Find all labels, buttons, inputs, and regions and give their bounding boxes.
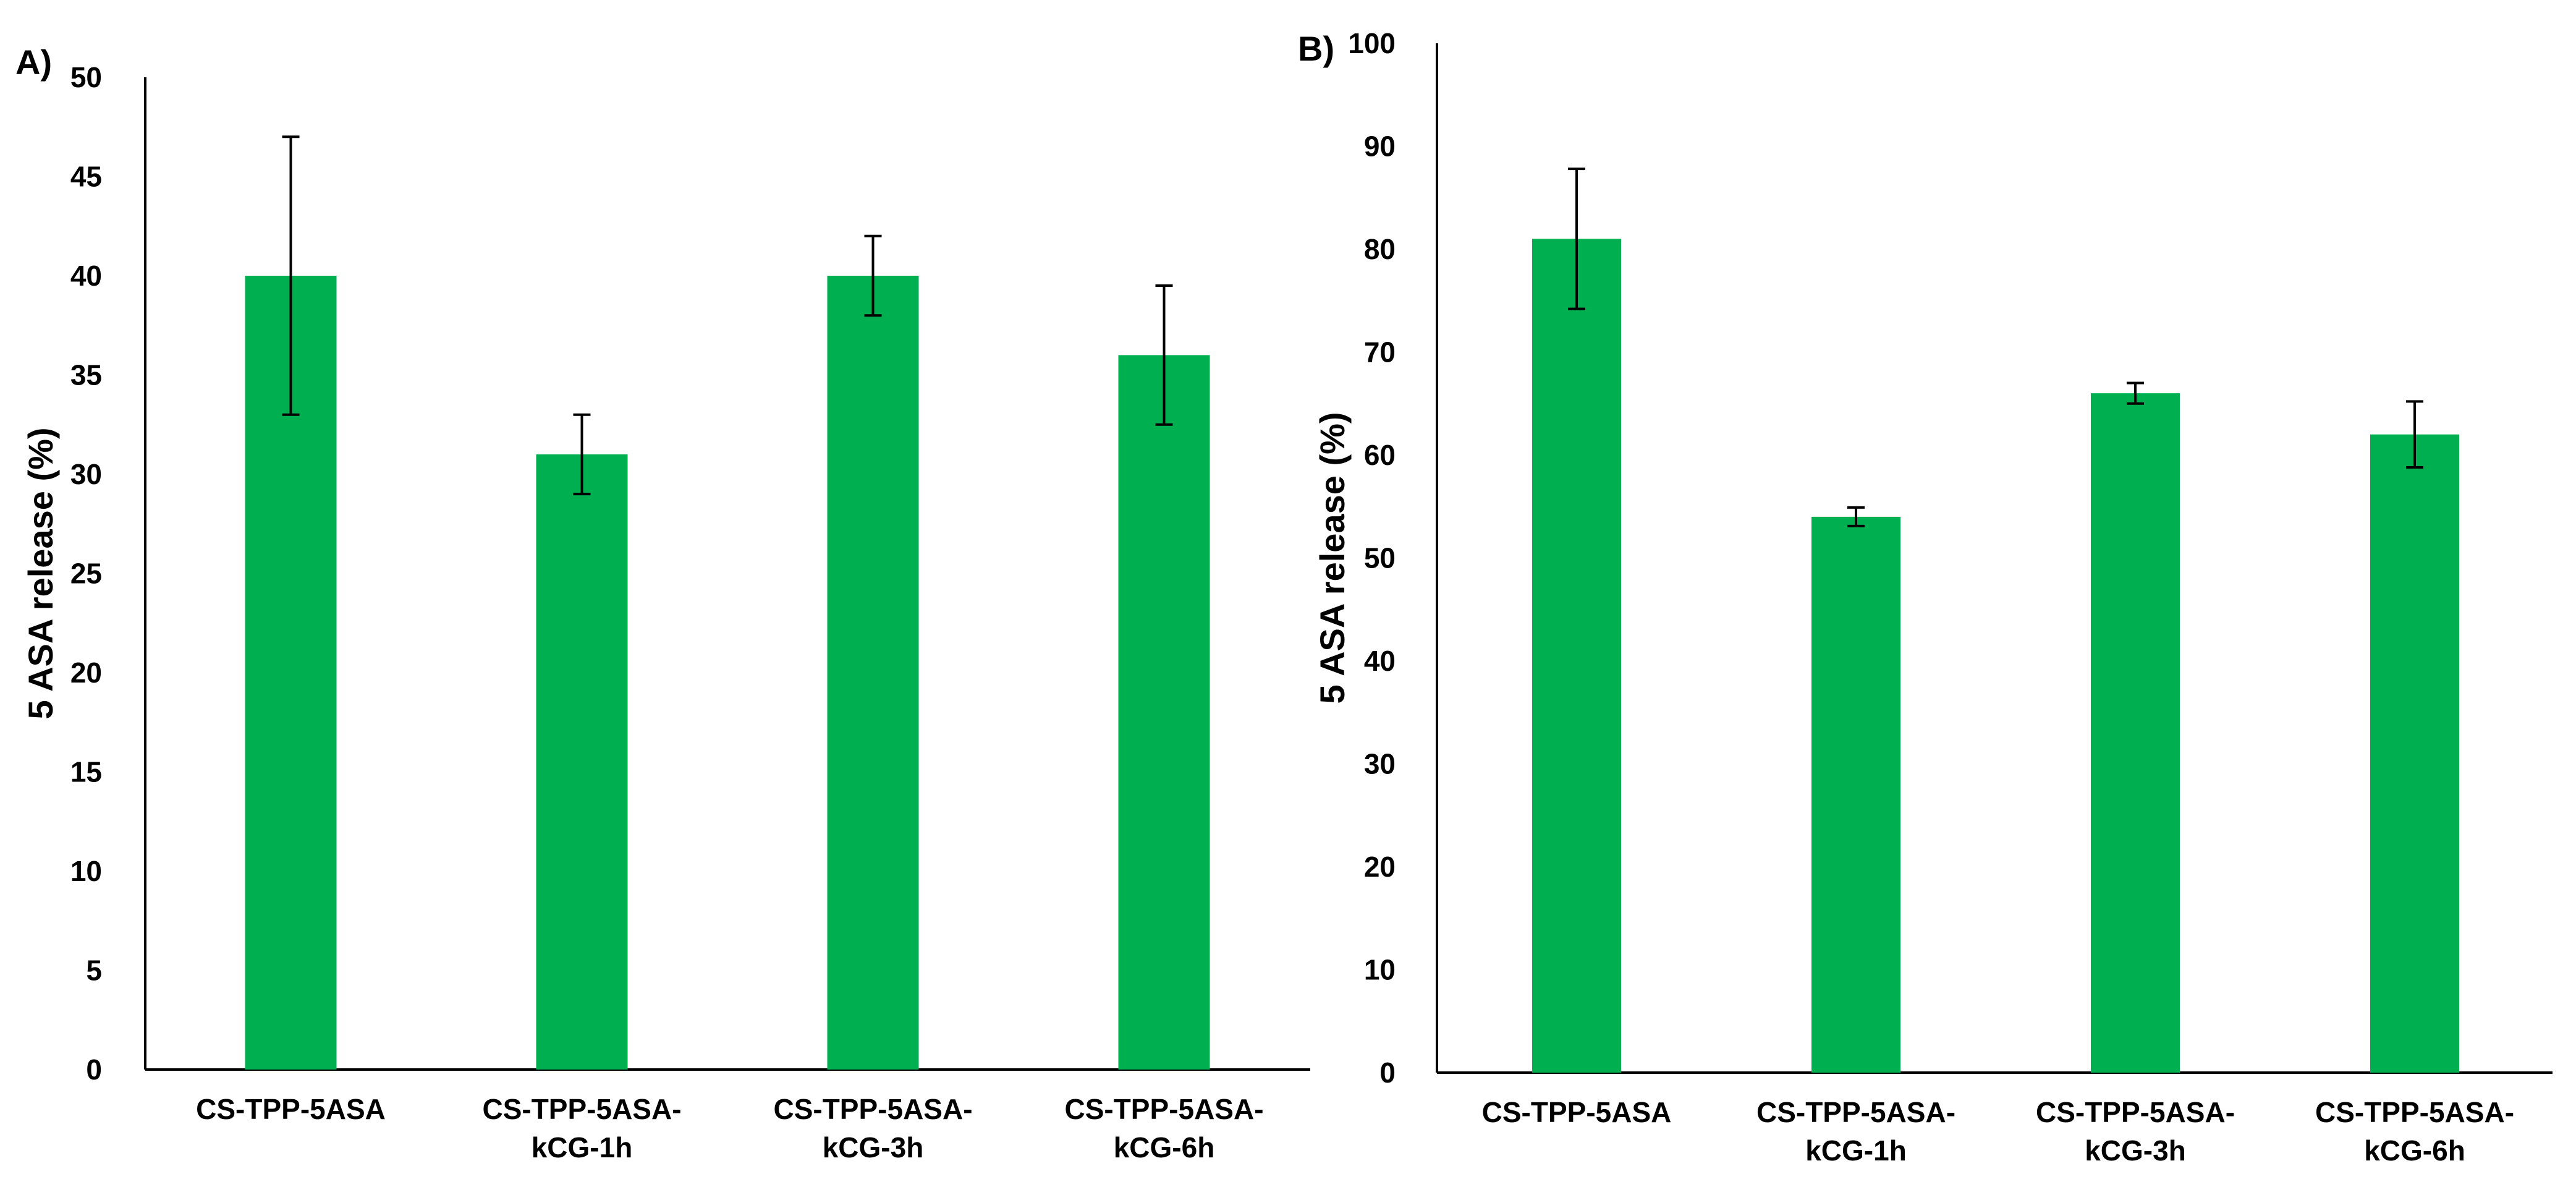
y-tick-label: 50 <box>1364 542 1396 574</box>
y-tick-label: 20 <box>1364 851 1396 883</box>
y-tick-label: 40 <box>1364 645 1396 677</box>
x-category-label: CS-TPP-5ASA <box>1482 1096 1672 1128</box>
y-tick-label: 30 <box>1364 748 1396 780</box>
bar <box>2370 434 2459 1073</box>
x-category-label: CS-TPP-5ASA <box>196 1093 386 1125</box>
x-category-label: CS-TPP-5ASA- <box>2315 1096 2514 1128</box>
bar <box>1118 355 1210 1070</box>
bar <box>1811 516 1900 1073</box>
y-tick-label: 90 <box>1364 130 1396 163</box>
x-category-label: kCG-3h <box>823 1131 924 1164</box>
y-tick-label: 20 <box>70 657 102 689</box>
x-category-label: CS-TPP-5ASA- <box>773 1093 972 1125</box>
y-tick-label: 100 <box>1348 27 1396 59</box>
y-tick-label: 45 <box>70 161 102 193</box>
y-axis-label: 5 ASA release (%) <box>21 427 60 719</box>
bar <box>2091 393 2180 1073</box>
x-category-label: kCG-3h <box>2085 1134 2186 1167</box>
panel-label: B) <box>1298 29 1334 68</box>
y-tick-label: 60 <box>1364 439 1396 471</box>
y-tick-label: 5 <box>86 955 102 987</box>
y-tick-label: 30 <box>70 458 102 490</box>
error-bar <box>1847 506 1865 527</box>
y-tick-label: 15 <box>70 756 102 788</box>
error-bar <box>2127 381 2144 405</box>
bar <box>1532 239 1621 1073</box>
error-bar <box>1568 168 1585 310</box>
y-tick-label: 80 <box>1364 233 1396 265</box>
chart-panel-a: A) 5 ASA release (%) 0 5 10 15 20 25 30 35 40 45 50 C… <box>15 43 1310 1164</box>
y-tick-label: 10 <box>70 855 102 887</box>
error-bar <box>1155 284 1173 426</box>
y-axis-label: 5 ASA release (%) <box>1313 412 1352 704</box>
error-bar <box>864 234 882 317</box>
x-category-label: CS-TPP-5ASA- <box>1756 1096 1955 1128</box>
error-bar <box>282 135 300 416</box>
error-bar <box>573 413 591 496</box>
bar <box>827 276 919 1070</box>
y-tick-label: 35 <box>70 359 102 391</box>
y-tick-label: 50 <box>70 61 102 93</box>
y-tick-label: 25 <box>70 558 102 590</box>
y-tick-label: 70 <box>1364 336 1396 368</box>
x-category-label: kCG-1h <box>1805 1134 1907 1167</box>
y-tick-label: 10 <box>1364 954 1396 986</box>
x-category-label: CS-TPP-5ASA- <box>2036 1096 2235 1128</box>
x-category-label: CS-TPP-5ASA- <box>1064 1093 1263 1125</box>
x-category-label: CS-TPP-5ASA- <box>482 1093 681 1125</box>
panel-label: A) <box>15 43 52 82</box>
y-tick-label: 40 <box>70 260 102 292</box>
error-bar <box>2406 400 2423 469</box>
y-tick-label: 0 <box>86 1053 102 1086</box>
x-category-label: kCG-1h <box>532 1131 633 1164</box>
x-category-label: kCG-6h <box>1114 1131 1215 1164</box>
y-tick-label: 0 <box>1379 1057 1396 1089</box>
bar <box>536 454 628 1070</box>
chart-panel-b: B) 5 ASA release (%) 0 10 20 30 40 50 60 70 80 90 10… <box>1298 27 2553 1167</box>
x-category-label: kCG-6h <box>2364 1134 2465 1167</box>
